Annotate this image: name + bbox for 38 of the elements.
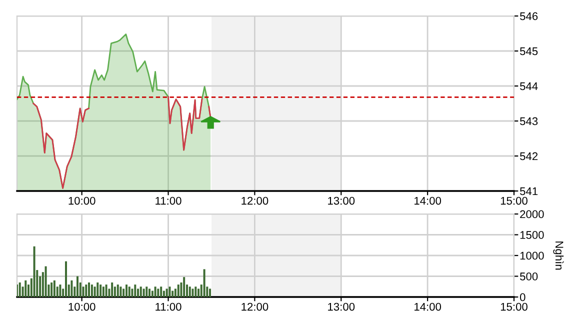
bar <box>102 286 104 297</box>
bar <box>174 288 176 297</box>
bar <box>128 286 130 297</box>
y-tick-label: 2000 <box>520 210 544 218</box>
x-tick-label: 15:00 <box>500 196 528 205</box>
y-tick-label: 0 <box>520 293 526 302</box>
bar <box>114 286 116 297</box>
y-tick-label: 546 <box>520 12 538 20</box>
y-tick-label: 1000 <box>520 252 544 260</box>
x-tick-label: 13:00 <box>328 302 355 311</box>
x-tick-label: 11:00 <box>156 302 182 311</box>
y-tick-label: 544 <box>520 82 538 90</box>
x-tick-label: 12:00 <box>242 302 268 311</box>
bar <box>168 286 171 297</box>
bar <box>142 288 145 297</box>
x-tick-label: 14:00 <box>414 196 442 205</box>
x-tick-label: 11:00 <box>156 196 182 205</box>
x-tick-label: 10:00 <box>68 196 96 205</box>
y-tick-label: 500 <box>520 272 538 280</box>
y-axis-title: Nghìn <box>553 242 564 270</box>
x-tick-label: 15:00 <box>500 302 528 311</box>
y-tick-label: 1500 <box>520 231 544 239</box>
x-tick-label: 10:00 <box>68 302 96 311</box>
bar <box>154 286 156 297</box>
y-tick-label: 543 <box>520 117 538 126</box>
x-tick-label: 13:00 <box>328 196 355 205</box>
bar <box>148 288 151 297</box>
bar <box>116 284 119 297</box>
bar <box>88 282 90 297</box>
y-tick-label: 541 <box>520 187 538 196</box>
x-tick-label: 12:00 <box>242 196 268 205</box>
bar <box>82 286 84 297</box>
y-tick-label: 545 <box>520 47 538 56</box>
bar <box>188 286 191 297</box>
y-tick-label: 542 <box>520 152 538 160</box>
bar <box>76 276 79 297</box>
x-tick-label: 14:00 <box>414 302 442 311</box>
bar <box>194 286 197 297</box>
